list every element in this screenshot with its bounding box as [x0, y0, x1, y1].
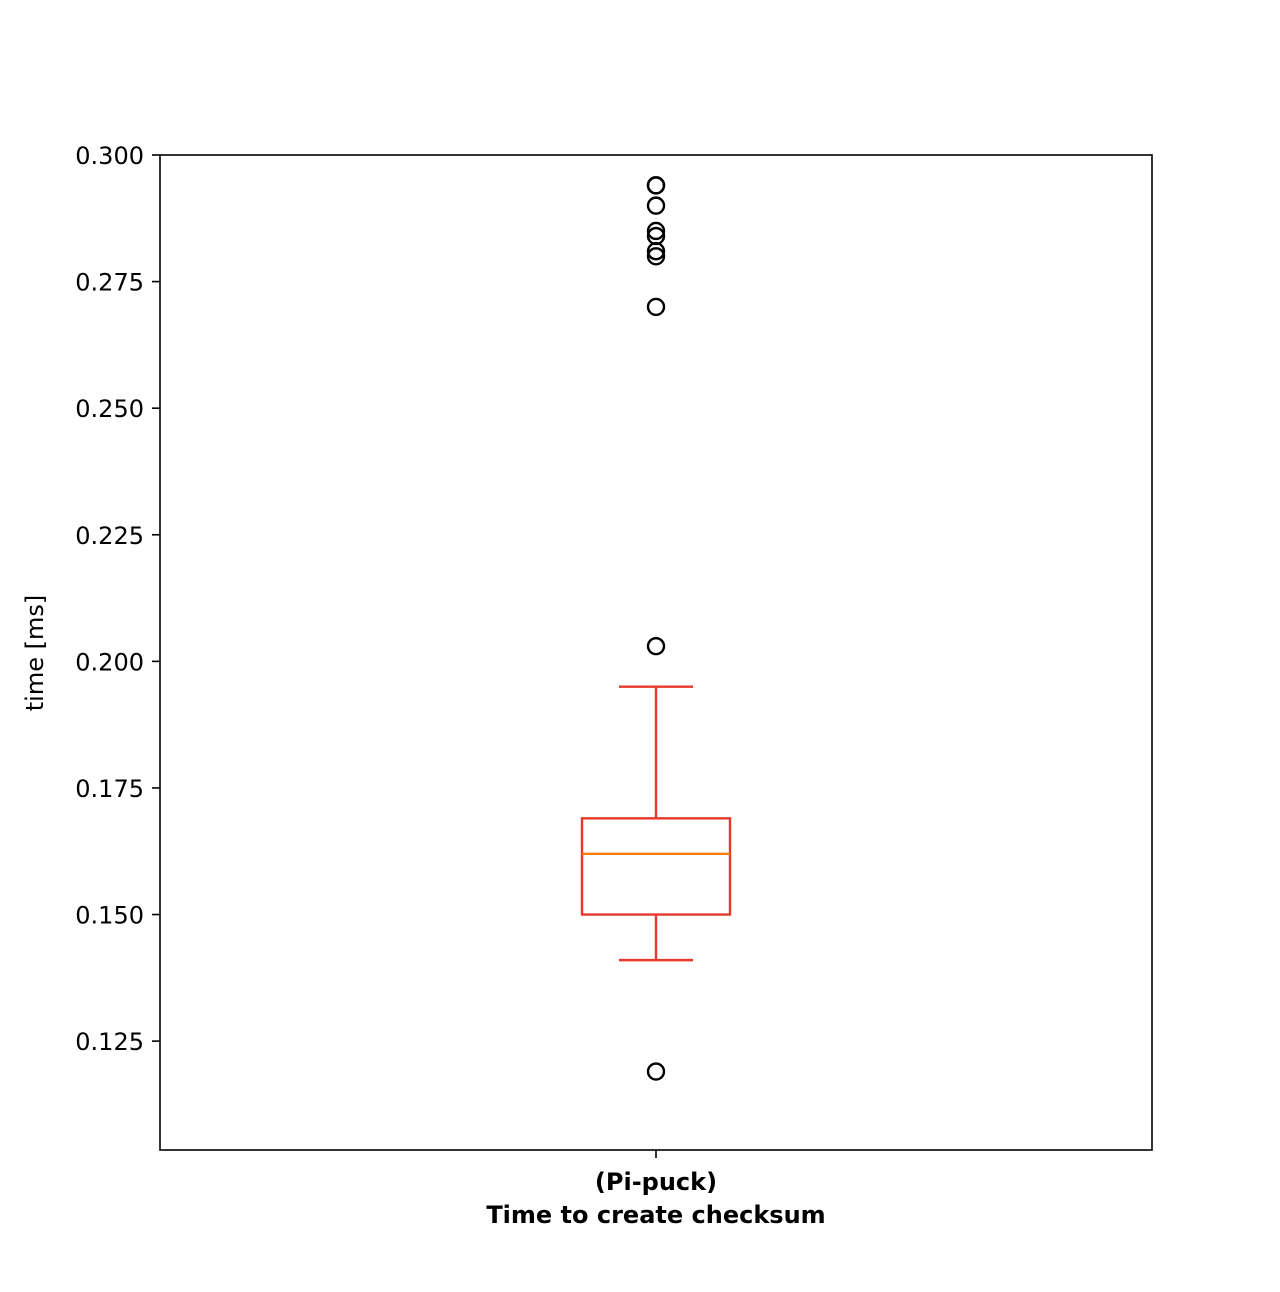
- outlier-point: [646, 247, 666, 266]
- y-tick-label: 0.150: [75, 902, 144, 930]
- outlier-point: [646, 196, 666, 215]
- outlier-point: [646, 636, 666, 656]
- outlier-point: [646, 221, 666, 241]
- y-tick-label: 0.175: [75, 775, 144, 803]
- iqr-box: [580, 817, 732, 916]
- x-tick-label-line1: (Pi-puck): [595, 1168, 717, 1196]
- x-axis-ticks: (Pi-puck) Time to create checksum: [486, 1150, 826, 1229]
- box-group: [580, 685, 732, 962]
- outlier-point: [646, 1062, 666, 1081]
- x-tick-label-line2: Time to create checksum: [486, 1201, 825, 1229]
- y-tick-label: 0.300: [75, 142, 144, 170]
- outlier-point: [646, 176, 666, 195]
- y-axis-label: time [ms]: [21, 595, 49, 711]
- outlier-group: [646, 176, 666, 1081]
- outlier-point: [646, 297, 666, 317]
- y-tick-label: 0.125: [75, 1028, 144, 1056]
- outlier-point: [646, 242, 666, 261]
- y-axis-ticks: 0.300 0.275 0.250 0.225 0.200 0.175 0.150 0.125: [75, 142, 160, 1056]
- y-tick-label: 0.275: [75, 269, 144, 297]
- y-tick-label: 0.200: [75, 648, 144, 676]
- y-tick-label: 0.225: [75, 522, 144, 550]
- plot-area-frame: [159, 154, 1153, 1151]
- y-tick-label: 0.250: [75, 395, 144, 423]
